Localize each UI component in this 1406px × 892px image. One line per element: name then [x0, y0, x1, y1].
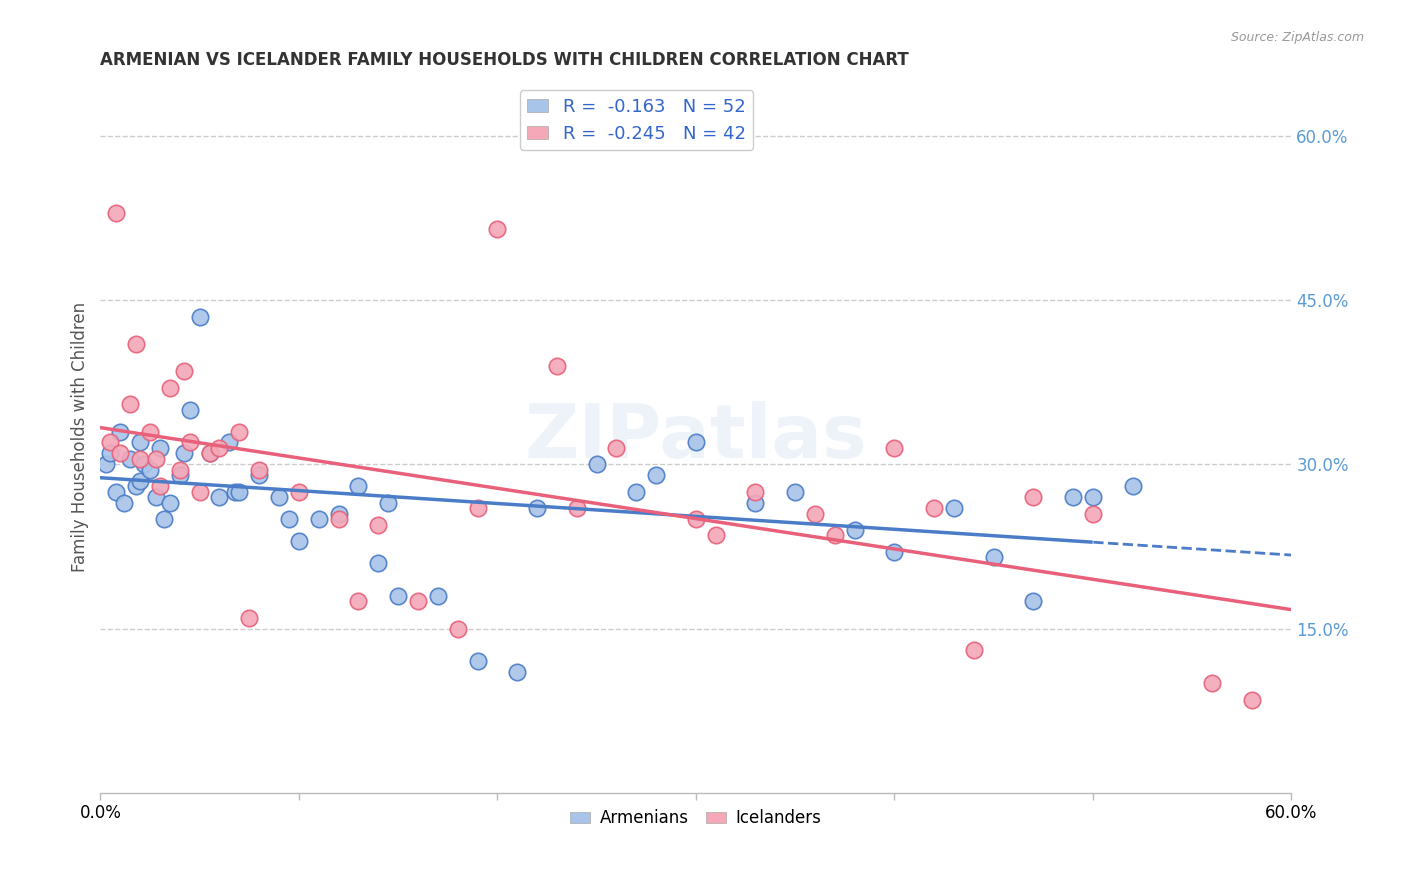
Text: ZIPatlas: ZIPatlas	[524, 401, 868, 474]
Point	[626, 484, 648, 499]
Point	[224, 484, 246, 499]
Point	[585, 458, 607, 472]
Point	[173, 446, 195, 460]
Point	[467, 501, 489, 516]
Point	[1122, 479, 1144, 493]
Point	[1081, 490, 1104, 504]
Point	[169, 463, 191, 477]
Point	[883, 545, 905, 559]
Point	[149, 441, 172, 455]
Point	[120, 451, 142, 466]
Point	[486, 222, 509, 236]
Point	[1022, 490, 1045, 504]
Point	[447, 622, 470, 636]
Point	[565, 501, 588, 516]
Point	[1081, 507, 1104, 521]
Point	[105, 484, 128, 499]
Point	[328, 512, 350, 526]
Point	[685, 435, 707, 450]
Point	[198, 446, 221, 460]
Point	[108, 425, 131, 439]
Point	[120, 397, 142, 411]
Point	[208, 441, 231, 455]
Point	[228, 425, 250, 439]
Point	[149, 479, 172, 493]
Point	[1022, 594, 1045, 608]
Point	[179, 435, 201, 450]
Point	[188, 484, 211, 499]
Point	[139, 463, 162, 477]
Point	[129, 435, 152, 450]
Point	[922, 501, 945, 516]
Point	[467, 654, 489, 668]
Point	[105, 205, 128, 219]
Point	[188, 310, 211, 324]
Point	[1201, 676, 1223, 690]
Text: Source: ZipAtlas.com: Source: ZipAtlas.com	[1230, 31, 1364, 45]
Point	[387, 589, 409, 603]
Point	[1062, 490, 1084, 504]
Point	[804, 507, 827, 521]
Point	[132, 458, 155, 472]
Point	[347, 479, 370, 493]
Point	[278, 512, 301, 526]
Point	[744, 484, 766, 499]
Point	[228, 484, 250, 499]
Point	[685, 512, 707, 526]
Point	[129, 474, 152, 488]
Point	[267, 490, 290, 504]
Point	[526, 501, 548, 516]
Point	[377, 496, 399, 510]
Point	[96, 458, 118, 472]
Point	[824, 528, 846, 542]
Point	[883, 441, 905, 455]
Point	[145, 490, 167, 504]
Point	[112, 496, 135, 510]
Point	[139, 425, 162, 439]
Point	[145, 451, 167, 466]
Point	[125, 479, 148, 493]
Point	[173, 364, 195, 378]
Point	[125, 337, 148, 351]
Point	[506, 665, 529, 680]
Point	[844, 523, 866, 537]
Point	[367, 556, 389, 570]
Point	[943, 501, 966, 516]
Point	[288, 484, 311, 499]
Point	[159, 496, 181, 510]
Y-axis label: Family Households with Children: Family Households with Children	[72, 301, 89, 572]
Point	[328, 507, 350, 521]
Point	[963, 643, 986, 657]
Point	[238, 610, 260, 624]
Point	[288, 533, 311, 548]
Point	[308, 512, 330, 526]
Point	[108, 446, 131, 460]
Point	[153, 512, 176, 526]
Point	[785, 484, 807, 499]
Legend: Armenians, Icelanders: Armenians, Icelanders	[564, 803, 828, 834]
Point	[704, 528, 727, 542]
Point	[744, 496, 766, 510]
Point	[1240, 692, 1263, 706]
Point	[546, 359, 568, 373]
Point	[208, 490, 231, 504]
Point	[605, 441, 627, 455]
Point	[247, 468, 270, 483]
Point	[983, 550, 1005, 565]
Point	[129, 451, 152, 466]
Point	[98, 435, 121, 450]
Point	[645, 468, 668, 483]
Point	[159, 381, 181, 395]
Point	[347, 594, 370, 608]
Point	[98, 446, 121, 460]
Point	[218, 435, 240, 450]
Point	[179, 402, 201, 417]
Point	[247, 463, 270, 477]
Point	[426, 589, 449, 603]
Point	[367, 517, 389, 532]
Point	[406, 594, 429, 608]
Point	[198, 446, 221, 460]
Text: ARMENIAN VS ICELANDER FAMILY HOUSEHOLDS WITH CHILDREN CORRELATION CHART: ARMENIAN VS ICELANDER FAMILY HOUSEHOLDS …	[100, 51, 910, 69]
Point	[169, 468, 191, 483]
